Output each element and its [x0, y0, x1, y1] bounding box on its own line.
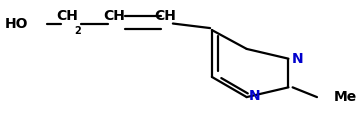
Text: CH: CH — [103, 9, 125, 23]
Text: Me: Me — [334, 90, 357, 104]
Text: CH: CH — [154, 9, 176, 23]
Text: HO: HO — [5, 16, 28, 31]
Text: CH: CH — [57, 9, 78, 23]
Text: N: N — [292, 52, 303, 66]
Text: 2: 2 — [74, 26, 81, 36]
Text: N: N — [248, 89, 260, 103]
